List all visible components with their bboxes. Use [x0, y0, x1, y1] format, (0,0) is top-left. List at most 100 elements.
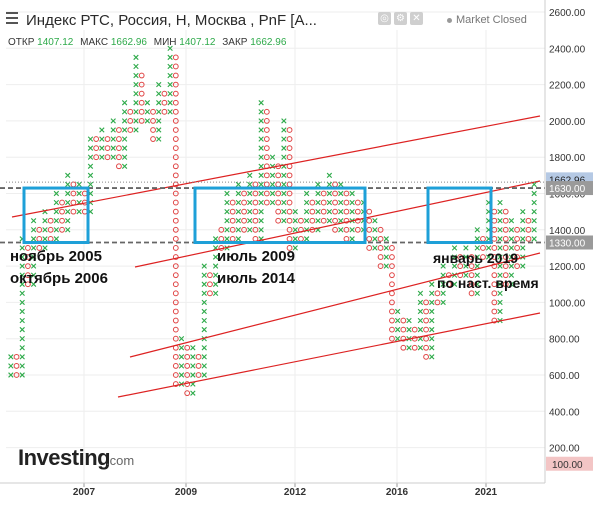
o-mark — [468, 254, 475, 260]
o-mark — [411, 326, 418, 333]
o-mark — [502, 217, 509, 224]
o-mark — [400, 344, 407, 351]
x-mark — [235, 218, 242, 224]
o-mark — [229, 199, 236, 206]
x-mark — [372, 245, 378, 251]
o-mark — [400, 335, 407, 342]
o-mark — [502, 281, 509, 288]
x-mark — [167, 63, 173, 70]
x-mark — [372, 236, 378, 242]
x-mark — [201, 363, 207, 369]
o-mark — [252, 226, 259, 233]
o-mark — [525, 226, 532, 233]
x-mark — [474, 263, 480, 269]
o-mark — [172, 54, 179, 61]
o-mark — [207, 290, 213, 297]
o-mark — [252, 208, 259, 215]
x-mark — [167, 72, 173, 79]
x-mark — [417, 308, 424, 315]
o-mark — [423, 308, 429, 315]
x-mark — [417, 326, 424, 333]
o-mark — [400, 317, 407, 324]
o-mark — [104, 145, 111, 152]
x-mark — [30, 263, 37, 269]
pnf-column-25 — [150, 108, 156, 142]
o-mark — [172, 226, 179, 233]
x-mark — [531, 236, 537, 242]
x-mark — [247, 181, 253, 188]
close-icon[interactable]: ✕ — [410, 12, 423, 25]
o-mark — [514, 235, 520, 242]
o-mark — [59, 208, 65, 215]
x-mark — [258, 118, 264, 124]
x-mark — [326, 190, 333, 197]
x-mark — [338, 199, 344, 206]
level-label-0: 1630.00 — [549, 184, 586, 195]
o-mark — [332, 190, 338, 197]
o-mark — [172, 72, 179, 79]
o-mark — [116, 163, 122, 170]
o-mark — [25, 272, 31, 279]
x-mark — [19, 372, 25, 378]
pnf-column-90 — [520, 208, 526, 269]
x-mark — [281, 127, 287, 133]
chart-header: Индекс РТС, Россия, Н, Москва , PnF [A..… — [0, 0, 545, 50]
x-mark — [303, 208, 310, 215]
x-mark — [281, 190, 287, 197]
pnf-column-56 — [326, 172, 333, 224]
x-mark — [201, 299, 207, 306]
x-mark — [429, 308, 435, 315]
o-mark — [172, 118, 179, 124]
o-mark — [172, 145, 179, 152]
x-mark — [508, 281, 515, 287]
x-mark — [121, 109, 128, 115]
x-mark — [281, 154, 287, 160]
x-mark — [349, 208, 355, 215]
y-tick-label-7: 1200.00 — [549, 262, 586, 273]
x-mark — [201, 317, 207, 324]
o-mark — [354, 226, 361, 233]
o-mark — [389, 281, 395, 288]
eye-off-icon[interactable]: ◎ — [378, 12, 391, 25]
o-mark — [172, 272, 179, 279]
menu-icon[interactable] — [6, 12, 18, 24]
o-mark — [104, 136, 111, 142]
o-mark — [127, 118, 134, 124]
pnf-column-49 — [286, 127, 293, 251]
o-mark — [491, 299, 498, 306]
x-mark — [178, 345, 185, 351]
o-mark — [377, 254, 384, 260]
pnf-column-70 — [406, 317, 412, 351]
x-mark — [463, 272, 469, 278]
x-mark — [315, 218, 321, 224]
x-mark — [121, 163, 128, 169]
o-mark — [161, 99, 168, 106]
x-mark — [315, 199, 321, 206]
x-mark — [326, 208, 333, 215]
o-mark — [389, 317, 395, 324]
o-mark — [70, 199, 77, 206]
pnf-column-31 — [184, 344, 191, 397]
x-mark — [30, 272, 37, 278]
x-mark — [167, 109, 173, 115]
o-mark — [161, 90, 168, 97]
annotation-1-line1: ноябрь 2005 — [10, 248, 102, 265]
settings-icon[interactable]: ⚙ — [394, 12, 407, 25]
x-mark — [508, 245, 515, 251]
o-mark — [116, 127, 122, 133]
x-mark — [451, 281, 458, 287]
x-mark — [110, 154, 116, 160]
x-mark — [292, 218, 298, 224]
x-mark — [235, 236, 242, 242]
x-mark — [497, 308, 503, 315]
pnf-column-43 — [252, 181, 259, 242]
o-mark — [457, 254, 464, 260]
o-mark — [468, 272, 475, 279]
pnf-column-45 — [263, 108, 270, 206]
o-mark — [59, 217, 65, 224]
o-mark — [70, 208, 77, 215]
x-mark — [303, 218, 310, 224]
x-mark — [178, 372, 185, 378]
x-mark — [167, 100, 173, 106]
